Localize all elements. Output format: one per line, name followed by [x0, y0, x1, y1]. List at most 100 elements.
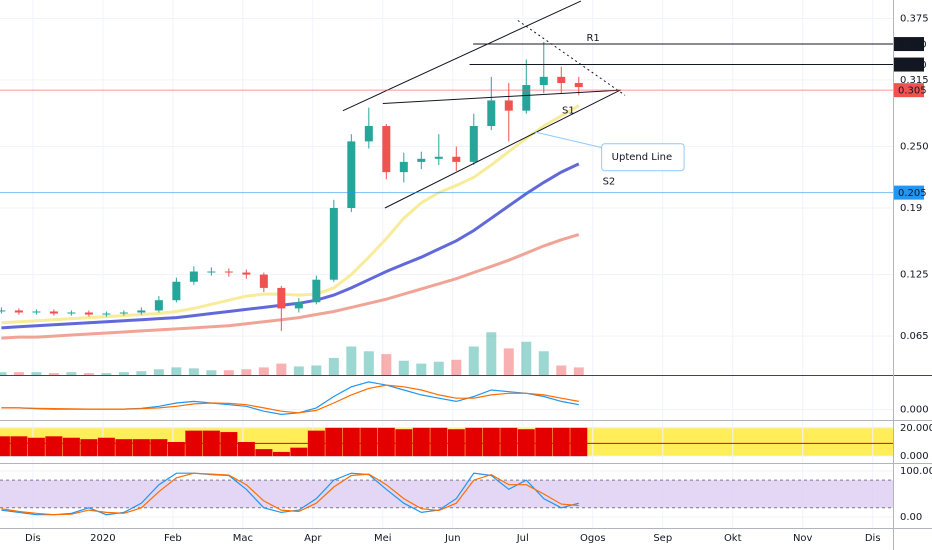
- volume-bar: [381, 354, 392, 375]
- y-tick-label: 0.00: [900, 512, 922, 523]
- indicator-bar: [465, 427, 483, 457]
- candle-body: [469, 126, 478, 162]
- indicator-bar: [552, 427, 570, 457]
- candle-body: [67, 312, 76, 314]
- volume-bar: [171, 367, 182, 375]
- x-tick-label: Feb: [164, 533, 182, 544]
- candle-body: [207, 271, 216, 273]
- indicator-bar: [570, 427, 588, 457]
- x-tick-label: Dis: [25, 533, 41, 544]
- candle-body: [32, 311, 41, 313]
- volume-bar: [66, 372, 77, 375]
- candle-body: [487, 100, 496, 127]
- indicator-bar: [517, 429, 535, 457]
- indicator-line: [1, 472, 579, 516]
- volume-bar: [573, 367, 584, 375]
- candle-body: [312, 279, 321, 303]
- candle-body: [102, 313, 111, 315]
- annotation: S2: [603, 176, 616, 187]
- candle-body: [49, 311, 58, 314]
- volume-bar: [241, 369, 252, 375]
- candle-body: [399, 161, 408, 173]
- annotation: S1: [562, 106, 575, 117]
- indicator-bar: [132, 439, 150, 457]
- indicator-bar: [412, 427, 430, 457]
- indicator-bar: [150, 439, 168, 457]
- y-tick-label: 0.000: [900, 451, 929, 462]
- volume-bar: [223, 370, 234, 375]
- indicator-bar: [80, 439, 98, 457]
- volume-bar: [556, 365, 567, 375]
- volume-bar: [0, 372, 7, 375]
- callout-connector: [534, 131, 613, 151]
- volume-bar: [503, 348, 514, 375]
- volume-bar: [118, 372, 129, 375]
- candle-body: [557, 76, 566, 83]
- x-tick-label: Mei: [374, 533, 392, 544]
- volume-bar: [521, 341, 532, 375]
- y-tick-label: 0.315: [900, 75, 929, 86]
- candle-body: [224, 271, 233, 273]
- volume-bar: [311, 365, 322, 375]
- indicator-bar: [430, 427, 448, 457]
- trendline: [342, 0, 582, 112]
- volume-bar: [293, 366, 304, 375]
- volume-bar: [206, 370, 217, 375]
- candle-body: [277, 287, 286, 309]
- indicator-bar: [360, 427, 378, 457]
- candle-body: [452, 156, 461, 162]
- volume-bar: [346, 346, 357, 375]
- candle-body: [189, 271, 198, 282]
- candle-body: [14, 310, 23, 313]
- moving-average: [1, 233, 580, 340]
- y-tick-label: 100.00: [900, 466, 932, 477]
- volume-bar: [276, 363, 287, 375]
- indicator-bar: [395, 429, 413, 457]
- candle-body: [347, 141, 356, 208]
- candle-body: [172, 281, 181, 301]
- price-level-box: [894, 37, 924, 52]
- trendline: [382, 89, 621, 104]
- indicator-bar: [272, 451, 290, 457]
- y-tick-label: 0.250: [900, 142, 929, 153]
- indicator-bar: [255, 449, 273, 457]
- trendline: [517, 20, 626, 96]
- candle-body: [539, 76, 548, 86]
- volume-bar: [468, 346, 479, 375]
- indicator-bar: [167, 441, 185, 457]
- indicator-bar: [500, 427, 518, 457]
- y-tick-label: 0.125: [900, 270, 929, 281]
- annotation: R1: [586, 33, 599, 44]
- indicator-bar: [45, 436, 63, 457]
- x-tick-label: Mac: [233, 533, 253, 544]
- candle-body: [294, 302, 303, 309]
- candle-body: [382, 126, 391, 173]
- y-tick-label: 0.19: [900, 203, 922, 214]
- indicator-bar: [62, 437, 80, 457]
- volume-bar: [13, 372, 24, 375]
- y-tick-label: 0.000: [900, 405, 929, 416]
- indicator-bar: [10, 436, 28, 457]
- indicator-bar: [535, 427, 553, 457]
- y-tick-label: 0.375: [900, 13, 929, 24]
- price-level-label: 0.350: [898, 40, 927, 51]
- volume-bar: [451, 359, 462, 375]
- candle-body: [84, 312, 93, 315]
- volume-bar: [83, 373, 94, 375]
- moving-average: [1, 162, 580, 330]
- indicator-bar: [325, 427, 343, 457]
- indicator-bar: [447, 429, 465, 457]
- indicator-line: [1, 384, 579, 414]
- x-tick-label: 2020: [90, 533, 115, 544]
- volume-bar: [188, 368, 199, 375]
- candle-body: [0, 310, 6, 312]
- indicator-bar: [482, 427, 500, 457]
- candle-body: [329, 207, 338, 280]
- x-tick-label: Ogos: [580, 533, 606, 544]
- x-tick-label: Sep: [653, 533, 672, 544]
- price-level-label: 0.205: [898, 188, 927, 199]
- candle-body: [242, 272, 251, 275]
- band: [0, 480, 893, 508]
- indicator-bar: [27, 437, 45, 457]
